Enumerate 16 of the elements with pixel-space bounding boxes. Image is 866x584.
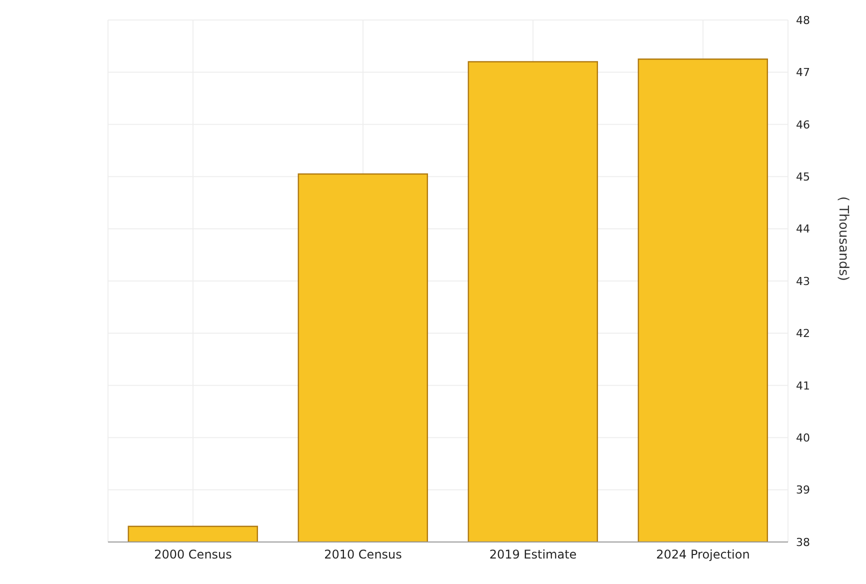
y-tick-label: 43 [796, 274, 810, 288]
y-tick-label: 38 [796, 536, 810, 549]
y-tick-label: 44 [796, 222, 810, 236]
y-tick-label: 42 [796, 327, 810, 340]
y-tick-label: 41 [796, 379, 810, 392]
y-tick-label: 40 [796, 432, 810, 445]
y-tick-label: 48 [796, 14, 810, 27]
x-tick-label: 2019 Estimate [489, 548, 577, 562]
y-tick-label: 47 [796, 66, 810, 80]
y-tick-label: 46 [796, 118, 810, 132]
x-tick-label: 2024 Projection [656, 548, 750, 562]
x-tick-label: 2000 Census [154, 548, 232, 562]
y-tick-label: 45 [796, 170, 810, 184]
y-axis-title: ( Thousands) [835, 196, 850, 281]
x-tick-label: 2010 Census [324, 548, 402, 562]
y-tick-label: 39 [796, 484, 810, 497]
